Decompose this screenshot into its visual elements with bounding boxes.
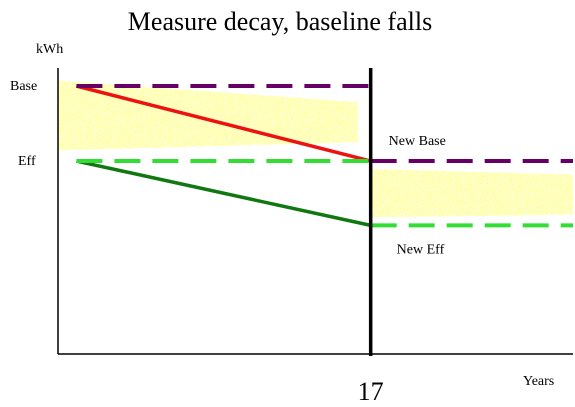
divider-year-label: 17 — [358, 377, 384, 406]
series-line-base-decay — [75, 84, 372, 163]
new-eff-label: New Eff — [397, 242, 445, 257]
noise-band-1 — [58, 80, 358, 151]
chart-title: Measure decay, baseline falls — [128, 7, 432, 36]
noise-bands — [58, 80, 573, 218]
noise-band-2 — [370, 169, 573, 218]
new-base-label: New Base — [389, 134, 446, 149]
y-axis-label: kWh — [36, 42, 63, 57]
y-tick-label-base: Base — [10, 79, 37, 94]
y-tick-label-eff: Eff — [18, 154, 36, 169]
x-axis-label: Years — [523, 374, 554, 389]
series-line-eff-decay — [76, 159, 372, 228]
series-lines — [75, 84, 573, 228]
